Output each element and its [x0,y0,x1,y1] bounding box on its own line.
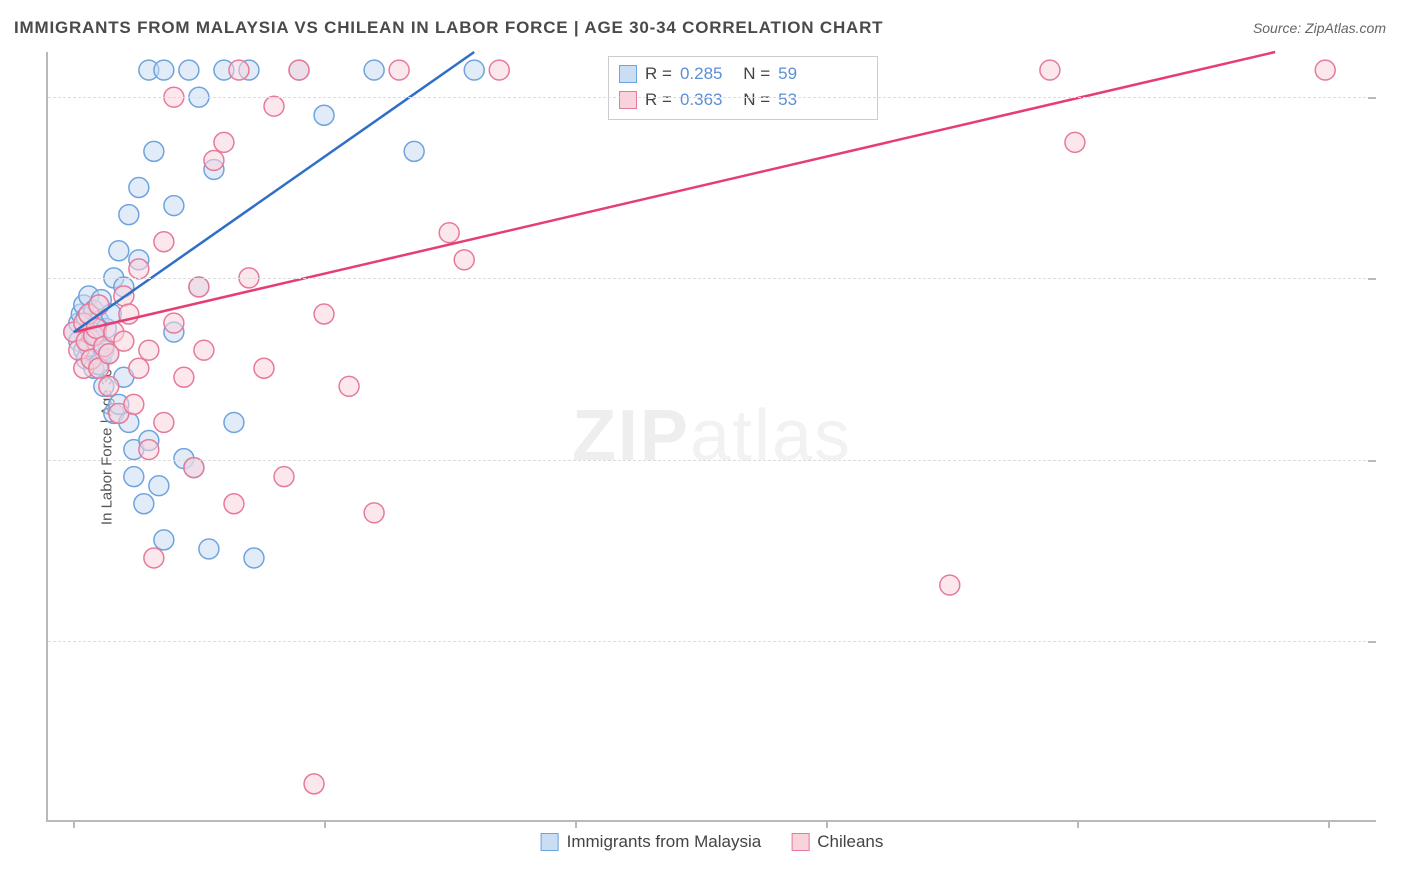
data-point [940,575,960,595]
series-legend: Immigrants from Malaysia Chileans [541,832,884,852]
x-tick-mark [324,820,326,828]
data-point [274,467,294,487]
data-point [224,412,244,432]
y-tick-mark [1368,641,1376,643]
plot-area: In Labor Force | Age 30-34 ZIPatlas R = … [46,52,1376,822]
data-point [404,141,424,161]
data-point [314,304,334,324]
legend-label: Immigrants from Malaysia [567,832,762,852]
x-tick-mark [73,820,75,828]
data-point [144,141,164,161]
data-point [184,458,204,478]
data-point [1065,132,1085,152]
n-label: N = [743,87,770,113]
swatch-chilean [619,91,637,109]
data-point [129,178,149,198]
data-point [254,358,274,378]
stats-row-chilean: R = 0.363 N = 53 [619,87,867,113]
data-point [439,223,459,243]
data-point [199,539,219,559]
legend-label: Chileans [817,832,883,852]
gridline [48,278,1376,279]
data-point [154,412,174,432]
legend-item-malaysia: Immigrants from Malaysia [541,832,762,852]
data-point [189,277,209,297]
data-point [1315,60,1335,80]
data-point [489,60,509,80]
data-point [214,132,234,152]
data-point [129,259,149,279]
y-tick-mark [1368,97,1376,99]
x-tick-mark [575,820,577,828]
swatch-malaysia [541,833,559,851]
data-point [154,530,174,550]
data-point [109,241,129,261]
n-label: N = [743,61,770,87]
data-point [289,60,309,80]
data-point [314,105,334,125]
data-point [229,60,249,80]
data-point [454,250,474,270]
data-point [164,313,184,333]
r-label: R = [645,61,672,87]
n-value: 53 [778,87,797,113]
x-tick-mark [1077,820,1079,828]
data-point [224,494,244,514]
data-point [124,394,144,414]
data-point [1040,60,1060,80]
data-point [464,60,484,80]
data-point [194,340,214,360]
scatter-svg [48,52,1376,820]
source-attribution: Source: ZipAtlas.com [1253,20,1386,36]
data-point [144,548,164,568]
data-point [89,295,109,315]
data-point [119,205,139,225]
x-tick-mark [1328,820,1330,828]
data-point [364,503,384,523]
data-point [389,60,409,80]
data-point [124,467,144,487]
data-point [364,60,384,80]
y-tick-mark [1368,278,1376,280]
gridline [48,641,1376,642]
data-point [204,150,224,170]
swatch-chilean [791,833,809,851]
r-value: 0.363 [680,87,723,113]
x-tick-mark [826,820,828,828]
stats-row-malaysia: R = 0.285 N = 59 [619,61,867,87]
data-point [179,60,199,80]
stats-legend: R = 0.285 N = 59 R = 0.363 N = 53 [608,56,878,120]
data-point [264,96,284,116]
n-value: 59 [778,61,797,87]
data-point [164,196,184,216]
data-point [154,60,174,80]
data-point [139,340,159,360]
data-point [339,376,359,396]
legend-item-chilean: Chileans [791,832,883,852]
y-tick-mark [1368,460,1376,462]
r-label: R = [645,87,672,113]
data-point [244,548,264,568]
r-value: 0.285 [680,61,723,87]
data-point [114,331,134,351]
data-point [154,232,174,252]
data-point [304,774,324,794]
chart-title: IMMIGRANTS FROM MALAYSIA VS CHILEAN IN L… [14,18,883,38]
data-point [99,376,119,396]
data-point [129,358,149,378]
data-point [134,494,154,514]
gridline [48,97,1376,98]
swatch-malaysia [619,65,637,83]
data-point [149,476,169,496]
gridline [48,460,1376,461]
data-point [174,367,194,387]
data-point [139,440,159,460]
